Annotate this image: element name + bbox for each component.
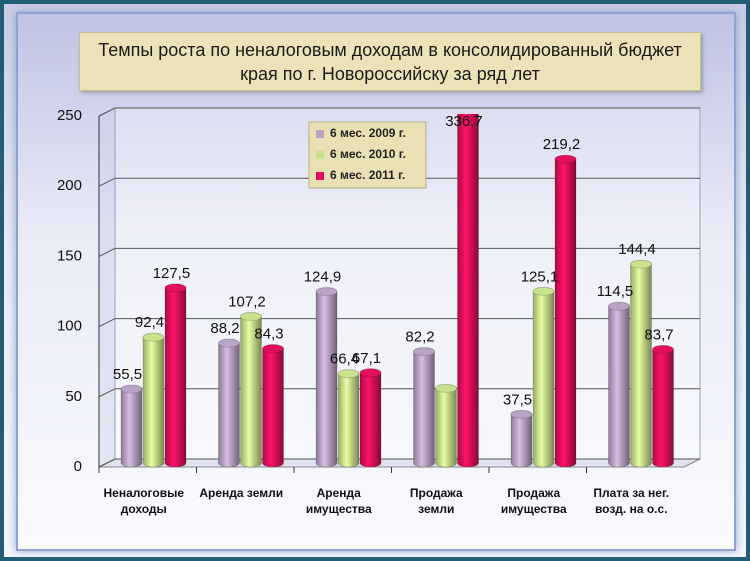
bar	[413, 347, 435, 468]
data-label: 124,9	[304, 269, 342, 286]
y-tick-label: 150	[57, 247, 82, 264]
x-tick-label: Аренда земли	[199, 486, 284, 500]
grid-line	[98, 177, 700, 187]
bar-cap	[608, 301, 630, 311]
data-label: 37,5	[503, 391, 532, 408]
data-label: 88,2	[210, 320, 239, 337]
bar-cap	[630, 259, 652, 269]
legend-label: 6 мес. 2009 г.	[330, 126, 406, 140]
legend-box	[308, 121, 427, 189]
bar-cap	[337, 369, 360, 379]
x-tick-label: Неналоговые доходы	[103, 486, 185, 516]
data-label: 114,5	[597, 283, 633, 300]
data-label: 127,5	[153, 265, 191, 282]
data-label: 67,1	[352, 350, 381, 367]
legend-swatch	[316, 130, 324, 138]
data-label: 219,2	[543, 136, 581, 153]
x-tick-label: Продажа имущества	[500, 486, 567, 516]
bar	[315, 287, 338, 468]
chart-title: Темпы роста по неналоговым доходам в кон…	[79, 32, 701, 91]
bar-cap	[652, 344, 674, 354]
grid-line	[98, 388, 700, 398]
data-label: 66,4	[330, 351, 359, 368]
bar	[262, 344, 284, 468]
bar-cap	[142, 332, 165, 342]
data-label: 336,7	[445, 113, 483, 130]
bar-cap	[554, 154, 577, 164]
chart: 0 50 100 150 200 250 55,5 92,4 127,5 88,2 107,2 84,…	[57, 107, 701, 475]
data-label: 83,7	[644, 326, 673, 343]
bar-cap	[164, 283, 187, 293]
data-label: 125,1	[521, 268, 559, 285]
legend-label: 6 мес. 2010 г.	[330, 147, 406, 161]
bar-cap	[120, 384, 143, 394]
bar-cap	[315, 287, 338, 297]
data-label: 107,2	[228, 293, 266, 310]
x-tick-label: Продажа земли	[409, 486, 463, 516]
bar-cap	[359, 368, 382, 378]
bar-cap	[435, 383, 457, 393]
bar	[359, 368, 382, 468]
data-label: 55,5	[113, 366, 142, 383]
data-label: 92,4	[135, 314, 164, 331]
bar	[532, 286, 555, 468]
legend-swatch	[316, 151, 324, 159]
y-tick-label: 250	[57, 107, 82, 124]
x-tick-label: Плата за нег. возд. на о.с.	[593, 486, 670, 516]
bar-cap	[240, 311, 262, 321]
bar-cap	[413, 347, 435, 357]
y-tick-label: 200	[57, 177, 82, 194]
data-label: 82,2	[405, 329, 434, 346]
legend-swatch	[316, 172, 324, 180]
data-label: 84,3	[254, 326, 283, 343]
bar	[652, 345, 674, 468]
bar	[608, 301, 630, 468]
y-tick-label: 100	[57, 318, 82, 335]
bar-cap	[532, 286, 555, 296]
grid-line	[98, 458, 700, 468]
y-tick-label: 50	[65, 388, 82, 405]
bar	[337, 369, 360, 468]
data-label: 144,4	[618, 241, 656, 258]
bar-cap	[218, 338, 240, 348]
grid-line	[98, 107, 700, 117]
bars	[120, 114, 674, 468]
bar	[630, 259, 652, 468]
bar-cap	[262, 344, 284, 354]
legend-label: 6 мес. 2011 г.	[330, 168, 405, 182]
legend: 6 мес. 2009 г. 6 мес. 2010 г. 6 мес. 2011 …	[308, 121, 427, 189]
bar	[457, 114, 479, 468]
bar	[142, 332, 165, 468]
y-tick-label: 0	[74, 458, 82, 475]
bar	[164, 283, 187, 468]
bar	[554, 154, 577, 468]
side-wall	[98, 107, 116, 468]
grid-line	[98, 247, 700, 257]
bar	[435, 383, 457, 468]
x-tick-label: Аренда имущества	[305, 486, 372, 516]
bar	[120, 384, 143, 468]
bar	[218, 338, 240, 468]
grid-line	[98, 318, 700, 328]
bar-cap	[510, 409, 533, 419]
